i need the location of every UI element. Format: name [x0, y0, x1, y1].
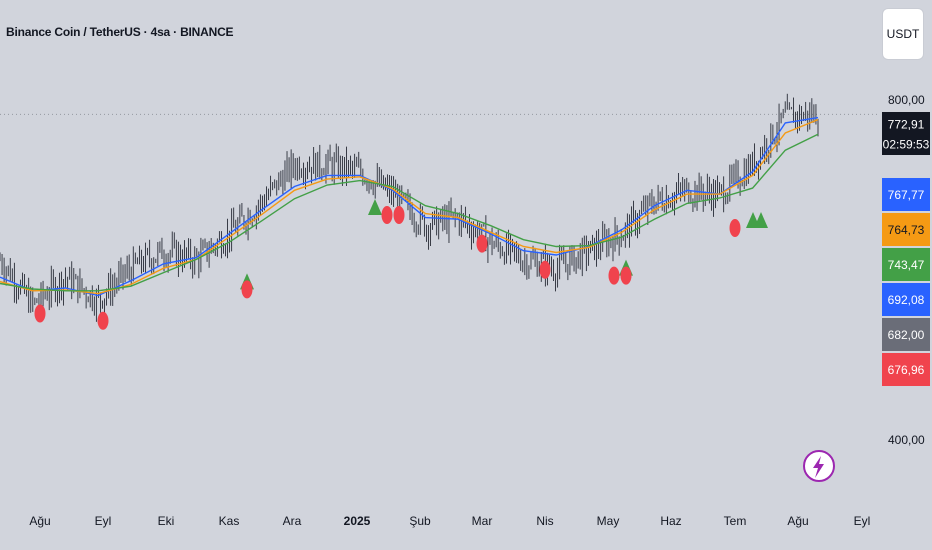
time-tick-label: Eyl	[854, 514, 871, 528]
time-tick-label: Şub	[409, 514, 431, 528]
time-tick-label: 2025	[344, 514, 371, 528]
sell-signal-marker	[608, 266, 620, 285]
ema-mid-line	[0, 118, 819, 295]
price-label-box	[882, 178, 930, 211]
ema-lines-layer	[0, 116, 819, 297]
price-label-text: 743,47	[888, 258, 925, 272]
time-tick-label: Ağu	[29, 514, 50, 528]
sell-signal-marker	[729, 218, 741, 237]
sell-signal-marker	[539, 260, 551, 279]
time-tick-label: Kas	[219, 514, 240, 528]
price-label-text: 682,00	[888, 328, 925, 342]
price-label-text: 767,77	[888, 188, 925, 202]
price-tick-label: 800,00	[888, 93, 925, 107]
sell-signal-marker	[393, 206, 405, 225]
price-label-text: 676,96	[888, 363, 925, 377]
time-tick-label: Eki	[158, 514, 175, 528]
sell-signal-marker	[476, 234, 488, 253]
buy-signal-marker	[368, 199, 382, 216]
price-label-box	[882, 133, 930, 155]
lightning-bolt-icon[interactable]	[803, 450, 835, 482]
buy-signal-marker	[754, 211, 768, 228]
chart-title: Binance Coin / TetherUS · 4sa · BINANCE	[6, 25, 234, 39]
price-label-box	[882, 248, 930, 281]
price-tick-label: 400,00	[888, 433, 925, 447]
time-tick-label: Mar	[472, 514, 493, 528]
price-label-text: 772,91	[888, 118, 925, 132]
sell-signal-marker	[620, 266, 632, 285]
price-label-text: 02:59:53	[883, 138, 930, 152]
sell-signal-marker	[97, 311, 109, 330]
time-tick-label: Tem	[724, 514, 747, 528]
price-label-text: 692,08	[888, 293, 925, 307]
time-axis[interactable]: Ağu Eyl Eki Kas Ara 2025 Şub Mar Nis May Haz Tem Ağu…	[29, 514, 870, 528]
price-label-box	[882, 353, 930, 386]
ema-fast-line	[0, 116, 819, 297]
sell-signal-marker	[381, 206, 393, 225]
price-label-text: 764,73	[888, 223, 925, 237]
time-tick-label: Eyl	[95, 514, 112, 528]
price-label-box	[882, 318, 930, 351]
price-label-box	[882, 213, 930, 246]
signals-layer	[34, 199, 768, 330]
currency-button[interactable]: USDT	[882, 8, 924, 60]
sell-signal-marker	[241, 280, 253, 299]
price-axis[interactable]: 800,00 772,91 02:59:53 767,77 764,73 743,47 69…	[882, 93, 930, 447]
ema-slow-line	[0, 133, 819, 292]
time-tick-label: Nis	[536, 514, 553, 528]
time-tick-label: Ağu	[787, 514, 808, 528]
price-label-box	[882, 112, 930, 136]
sell-signal-marker	[34, 304, 46, 323]
price-label-box	[882, 283, 930, 316]
time-tick-label: Ara	[283, 514, 302, 528]
time-tick-label: Haz	[660, 514, 681, 528]
time-tick-label: May	[597, 514, 620, 528]
